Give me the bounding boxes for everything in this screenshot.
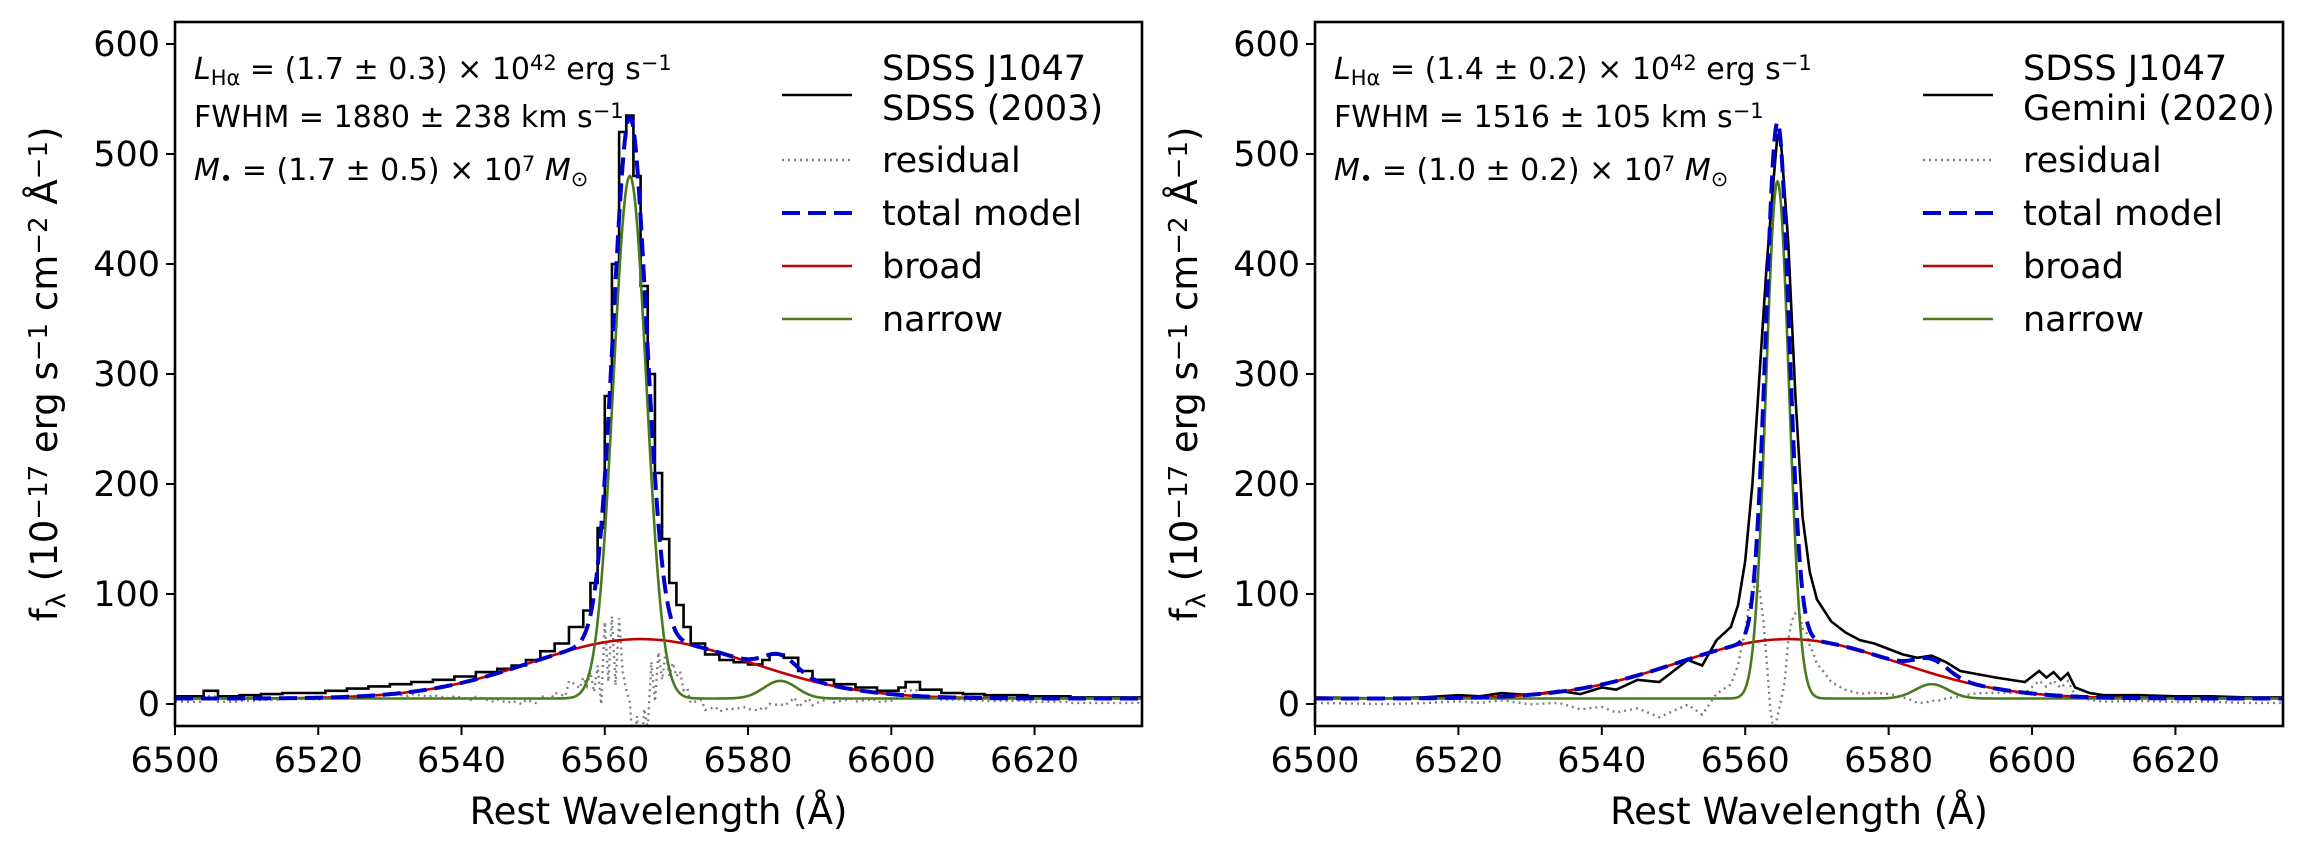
x-tick-label: 6620: [2131, 741, 2220, 781]
y-tick-label: 200: [93, 465, 160, 505]
fwhm-exponent: −1: [593, 99, 624, 123]
legend-label-total: total model: [2023, 194, 2223, 234]
mass-subscript: •: [220, 167, 232, 191]
x-tick-label: 6620: [990, 741, 1079, 781]
x-axis-label: Rest Wavelength (Å): [470, 789, 848, 833]
x-tick-label: 6500: [1270, 741, 1359, 781]
plot-area: [1315, 118, 2283, 726]
x-tick-label: 6580: [1844, 741, 1933, 781]
luminosity-value: = (1.4 ± 0.2) × 10: [1380, 52, 1670, 87]
y-tick-label: 100: [1233, 575, 1300, 615]
y-tick-label: 300: [1233, 355, 1300, 395]
luminosity-exponent: 42: [530, 51, 557, 75]
total-model-line: [175, 114, 1142, 701]
mass-symbol: M: [194, 153, 220, 188]
luminosity-unit: erg s: [1697, 52, 1781, 87]
y-tick-label: 400: [93, 245, 160, 285]
x-tick-label: 6520: [274, 741, 363, 781]
mass-unit-subscript: ⊙: [1711, 167, 1729, 191]
x-tick-label: 6600: [1987, 741, 2076, 781]
data-spectrum-line: [175, 114, 1142, 699]
y-tick-label: 300: [93, 355, 160, 395]
luminosity-subscript: Hα: [211, 66, 241, 90]
mass-unit: M: [1675, 153, 1711, 188]
x-axis-label: Rest Wavelength (Å): [1610, 789, 1988, 833]
legend-label-broad: broad: [2023, 247, 2124, 287]
luminosity-annotation: LHα = (1.7 ± 0.3) × 1042 erg s−1: [194, 51, 672, 91]
luminosity-value: = (1.7 ± 0.3) × 10: [240, 52, 530, 87]
y-tick-label: 0: [138, 685, 160, 725]
legend-label-narrow: narrow: [2023, 300, 2144, 340]
y-tick-label: 600: [1233, 25, 1300, 65]
mass-exponent: 7: [1662, 152, 1675, 176]
fwhm-value: FWHM = 1516 ± 105 km s: [1334, 100, 1733, 135]
mass-annotation: M• = (1.7 ± 0.5) × 107 M⊙: [194, 152, 588, 192]
luminosity-unit-exponent: −1: [641, 51, 672, 75]
mass-annotation: M• = (1.0 ± 0.2) × 107 M⊙: [1334, 152, 1728, 192]
luminosity-exponent: 42: [1670, 51, 1697, 75]
legend-label-broad: broad: [882, 247, 983, 287]
luminosity-annotation: LHα = (1.4 ± 0.2) × 1042 erg s−1: [1334, 51, 1812, 91]
plot-area: [175, 114, 1142, 726]
x-tick-label: 6560: [1701, 741, 1790, 781]
luminosity-subscript: Hα: [1351, 66, 1381, 90]
data-spectrum-line: [1315, 133, 2283, 700]
y-tick-label: 600: [93, 25, 160, 65]
luminosity-unit: erg s: [557, 52, 641, 87]
legend-label-narrow: narrow: [882, 300, 1003, 340]
y-axis-label: fλ (10−17 erg s−1 cm−2 Å−1): [22, 127, 72, 622]
x-tick-label: 6540: [1557, 741, 1646, 781]
legend-label-target: SDSS J1047: [882, 49, 1086, 89]
fwhm-value: FWHM = 1880 ± 238 km s: [194, 100, 593, 135]
y-tick-label: 400: [1233, 245, 1300, 285]
panel-left: 6500 6520 6540 6560 6580 6600 6620 0 100 200 300 40…: [22, 20, 1144, 833]
legend-label-residual: residual: [882, 141, 1021, 181]
x-tick-label: 6520: [1414, 741, 1503, 781]
y-tick-label: 200: [1233, 465, 1300, 505]
y-tick-label: 500: [93, 135, 160, 175]
total-model-line: [1315, 118, 2283, 701]
mass-exponent: 7: [522, 152, 535, 176]
luminosity-symbol: L: [194, 52, 211, 87]
narrow-component-line: [175, 174, 1142, 700]
luminosity-unit-exponent: −1: [1781, 51, 1812, 75]
y-tick-label: 500: [1233, 135, 1300, 175]
x-tick-label: 6540: [417, 741, 506, 781]
y-tick-label: 0: [1278, 685, 1300, 725]
y-axis-label: fλ (10−17 erg s−1 cm−2 Å−1): [1162, 127, 1212, 622]
legend-label-total: total model: [882, 194, 1082, 234]
legend-label-target: SDSS J1047: [2023, 49, 2227, 89]
mass-unit: M: [535, 153, 571, 188]
mass-unit-subscript: ⊙: [571, 167, 589, 191]
legend-label-epoch: SDSS (2003): [882, 89, 1103, 129]
mass-value: = (1.7 ± 0.5) × 10: [232, 153, 522, 188]
legend-label-epoch: Gemini (2020): [2023, 89, 2275, 129]
legend-label-residual: residual: [2023, 141, 2162, 181]
fwhm-annotation: FWHM = 1516 ± 105 km s−1: [1334, 99, 1764, 135]
panel-right: 6500 6520 6540 6560 6580 6600 6620 0 100 200 300 40…: [1162, 20, 2285, 833]
broad-component-line: [1315, 637, 2283, 700]
x-tick-label: 6560: [560, 741, 649, 781]
y-tick-label: 100: [93, 575, 160, 615]
mass-value: = (1.0 ± 0.2) × 10: [1372, 153, 1662, 188]
x-tick-label: 6580: [703, 741, 792, 781]
mass-symbol: M: [1334, 153, 1360, 188]
fwhm-exponent: −1: [1733, 99, 1764, 123]
x-tick-label: 6500: [130, 741, 219, 781]
x-tick-label: 6600: [847, 741, 936, 781]
mass-subscript: •: [1360, 167, 1372, 191]
fwhm-annotation: FWHM = 1880 ± 238 km s−1: [194, 99, 624, 135]
luminosity-symbol: L: [1334, 52, 1351, 87]
